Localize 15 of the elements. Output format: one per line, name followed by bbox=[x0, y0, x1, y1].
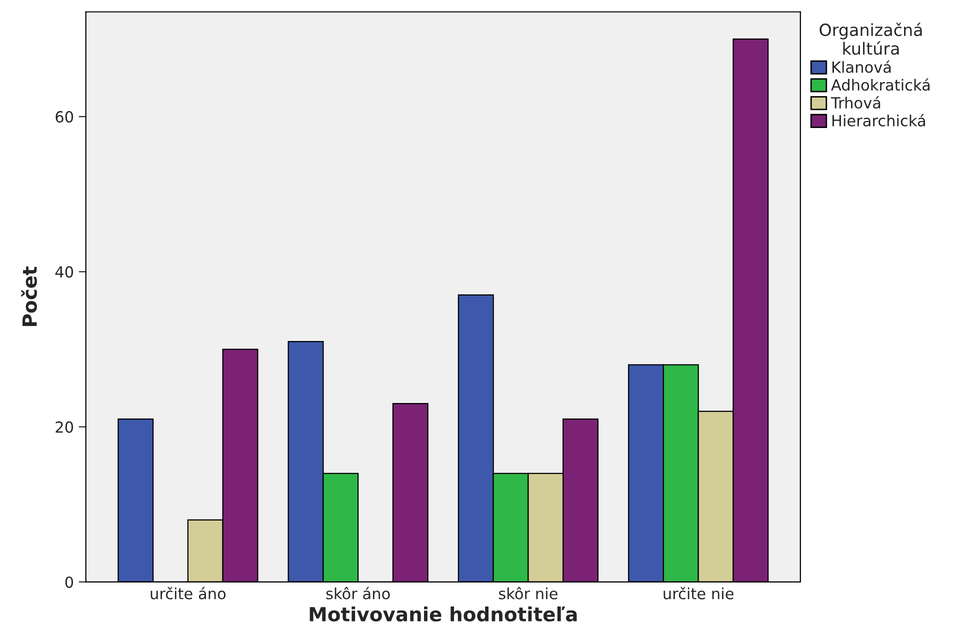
y-tick-label: 60 bbox=[56, 111, 74, 123]
x-tick-label: skôr áno bbox=[326, 586, 390, 600]
y-tick-label: 40 bbox=[55, 266, 74, 278]
legend-label: Trhová bbox=[830, 96, 880, 109]
x-tick-label: skôr nie bbox=[498, 586, 558, 600]
y-tick-label: 20 bbox=[56, 421, 74, 433]
legend-label: Hierarchická bbox=[832, 114, 925, 126]
x-axis-title: Motivovanie hodnotiteľa bbox=[310, 606, 577, 622]
legend-label: Adhokratická bbox=[831, 78, 930, 91]
legend-label: Klanová bbox=[832, 60, 891, 73]
y-tick-label: 0 bbox=[65, 576, 74, 588]
legend-title: Organizačná kultúra bbox=[820, 22, 922, 55]
y-axis-title: Počet bbox=[21, 266, 37, 326]
x-tick-label: určite áno bbox=[150, 586, 226, 600]
x-tick-label: určite nie bbox=[664, 586, 734, 600]
